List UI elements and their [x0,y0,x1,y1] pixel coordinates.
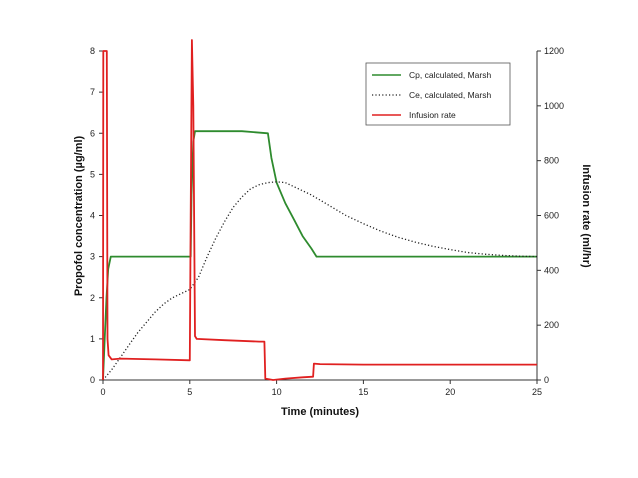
y2-tick-label: 400 [544,265,559,275]
series-line-infusion [102,39,537,381]
legend-item-cp: Cp, calculated, Marsh [372,70,491,80]
legend-label-ce: Ce, calculated, Marsh [409,90,491,100]
x-tick-label: 15 [358,387,368,397]
y-axis-left-title: Propofol concentration (µg/ml) [73,136,85,297]
y-tick-label: 3 [90,252,95,262]
series-layer [102,39,538,381]
y2-tick-label: 1000 [544,101,564,111]
x-tick-label: 0 [100,387,105,397]
legend-item-infusion: Infusion rate [372,110,456,120]
y-tick-label: 1 [90,334,95,344]
y-axis-right-title: Infusion rate (ml/hr) [580,164,592,268]
y-tick-label: 2 [90,293,95,303]
legend-label-infusion: Infusion rate [409,110,456,120]
y2-tick-label: 200 [544,320,559,330]
y-tick-label: 8 [90,46,95,56]
y2-tick-label: 600 [544,211,559,221]
y2-tick-label: 1200 [544,46,564,56]
x-axis: 0 5 10 15 20 25 [100,380,542,397]
series-line-ce [102,181,538,381]
x-axis-title: Time (minutes) [281,406,359,418]
legend-item-ce: Ce, calculated, Marsh [372,90,491,100]
y2-tick-label: 0 [544,375,549,385]
y-axis-right: 0 200 400 600 800 1000 1200 [537,46,564,385]
x-tick-label: 10 [272,387,282,397]
y-tick-label: 6 [90,128,95,138]
legend: Cp, calculated, Marsh Ce, calculated, Ma… [365,62,511,126]
x-tick-label: 5 [187,387,192,397]
series-line-cp [102,130,537,381]
y-axis-left: 0 1 2 3 4 5 6 7 8 [90,46,103,385]
y-tick-label: 5 [90,169,95,179]
y-tick-label: 7 [90,87,95,97]
legend-label-cp: Cp, calculated, Marsh [409,70,491,80]
y-tick-label: 4 [90,211,95,221]
x-tick-label: 20 [445,387,455,397]
y-tick-label: 0 [90,375,95,385]
y2-tick-label: 800 [544,156,559,166]
x-tick-label: 25 [532,387,542,397]
